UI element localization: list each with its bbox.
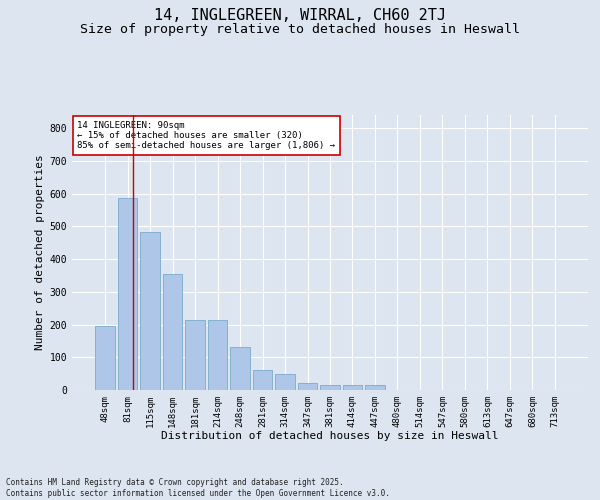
Y-axis label: Number of detached properties: Number of detached properties bbox=[35, 154, 46, 350]
X-axis label: Distribution of detached houses by size in Heswall: Distribution of detached houses by size … bbox=[161, 432, 499, 442]
Text: Contains HM Land Registry data © Crown copyright and database right 2025.
Contai: Contains HM Land Registry data © Crown c… bbox=[6, 478, 390, 498]
Bar bbox=[365, 385, 385, 390]
Bar bbox=[140, 232, 160, 390]
Bar bbox=[95, 326, 115, 390]
Text: 14, INGLEGREEN, WIRRAL, CH60 2TJ: 14, INGLEGREEN, WIRRAL, CH60 2TJ bbox=[154, 8, 446, 22]
Text: 14 INGLEGREEN: 90sqm
← 15% of detached houses are smaller (320)
85% of semi-deta: 14 INGLEGREEN: 90sqm ← 15% of detached h… bbox=[77, 120, 335, 150]
Bar bbox=[253, 370, 272, 390]
Bar bbox=[185, 320, 205, 390]
Bar bbox=[320, 385, 340, 390]
Bar bbox=[118, 198, 137, 390]
Bar bbox=[163, 274, 182, 390]
Bar bbox=[298, 384, 317, 390]
Bar bbox=[343, 385, 362, 390]
Text: Size of property relative to detached houses in Heswall: Size of property relative to detached ho… bbox=[80, 22, 520, 36]
Bar bbox=[275, 374, 295, 390]
Bar bbox=[208, 320, 227, 390]
Bar bbox=[230, 348, 250, 390]
